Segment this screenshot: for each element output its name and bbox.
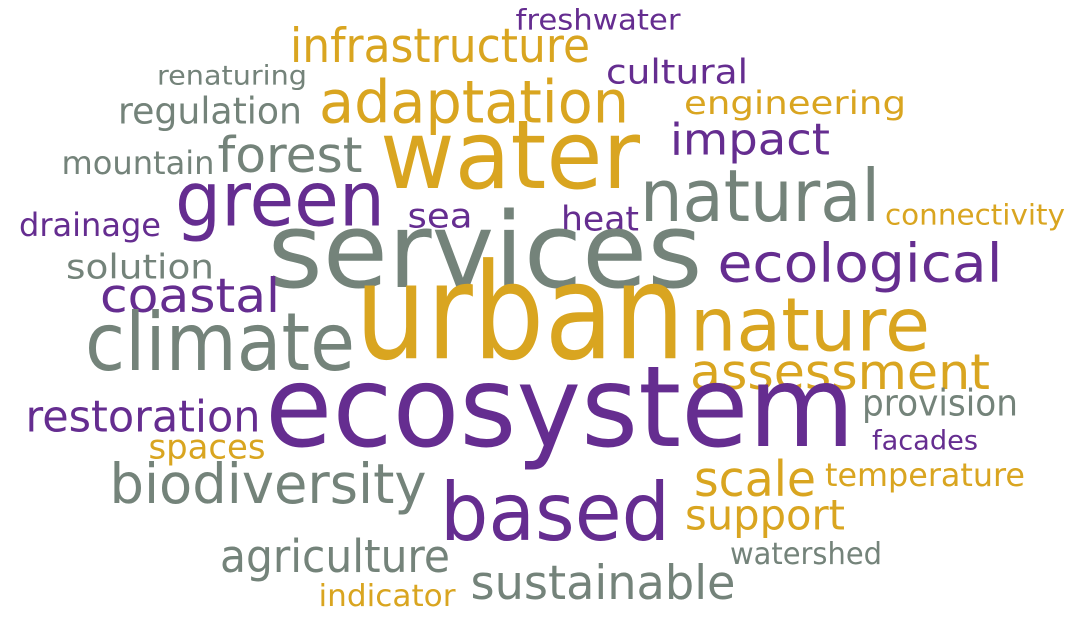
word: facades <box>872 426 978 457</box>
word: heat <box>561 200 639 240</box>
word: indicator <box>319 579 457 614</box>
word: forest <box>218 126 363 184</box>
word: cultural <box>606 53 748 93</box>
word: scale <box>694 450 816 508</box>
word: spaces <box>149 428 266 468</box>
word: urban <box>355 236 685 390</box>
word: water <box>380 101 641 211</box>
word: ecosystem <box>265 343 855 473</box>
word: services <box>268 190 703 312</box>
word: solution <box>66 248 214 288</box>
word: nature <box>690 283 930 369</box>
word: regulation <box>118 90 302 132</box>
word: renaturing <box>157 61 307 92</box>
word: green <box>175 154 385 243</box>
word: assessment <box>690 343 990 401</box>
word: agriculture <box>220 530 450 583</box>
word: temperature <box>825 456 1025 494</box>
word: impact <box>670 114 830 165</box>
word: based <box>440 466 670 559</box>
word: mountain <box>62 144 215 182</box>
word: provision <box>862 382 1018 424</box>
word: drainage <box>19 206 161 244</box>
word: natural <box>640 155 880 239</box>
word: ecological <box>718 232 1003 294</box>
word: connectivity <box>885 198 1065 231</box>
word: watershed <box>730 537 882 572</box>
word: engineering <box>684 84 906 122</box>
word: freshwater <box>516 3 681 36</box>
word: climate <box>85 296 355 389</box>
word: sustainable <box>471 556 736 611</box>
word: sea <box>408 197 473 237</box>
word: adaptation <box>319 68 629 137</box>
word: biodiversity <box>110 452 427 516</box>
word: restoration <box>26 391 261 442</box>
word: infrastructure <box>290 19 590 74</box>
word: coastal <box>100 269 280 324</box>
word: support <box>685 491 845 540</box>
